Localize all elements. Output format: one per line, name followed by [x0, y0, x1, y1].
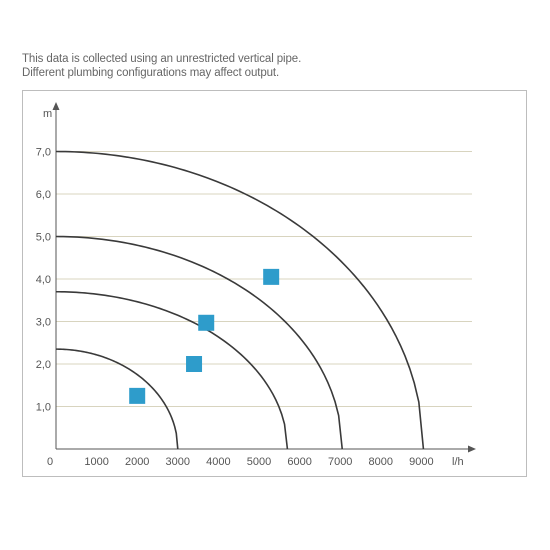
- duty-point-markers: [129, 268, 280, 404]
- x-tick-label-8000: 8000: [369, 456, 393, 468]
- x-tick-label-6000: 6000: [287, 456, 311, 468]
- x-tick-label-3000: 3000: [166, 456, 190, 468]
- grid-lines: [56, 151, 472, 407]
- y-tick-label-5: 5,0: [36, 232, 51, 244]
- y-tick-label-3: 3,0: [36, 317, 51, 329]
- pump-curves: [55, 150, 425, 450]
- chart-note-line-2: Different plumbing configurations may af…: [22, 67, 280, 79]
- duty-point-marker-3: [198, 314, 215, 331]
- y-tick-label-1: 1,0: [36, 402, 51, 414]
- y-tick-label-7: 7,0: [36, 147, 51, 159]
- pump-curve-4: [55, 150, 425, 450]
- pump-curve-3: [55, 235, 344, 450]
- y-axis-label: m: [43, 108, 52, 120]
- y-tick-label-4: 4,0: [36, 274, 51, 286]
- x-tick-label-2000: 2000: [125, 456, 149, 468]
- duty-point-marker-4: [263, 268, 280, 285]
- x-tick-label-1000: 1000: [84, 456, 108, 468]
- x-tick-label-9000: 9000: [409, 456, 433, 468]
- duty-point-marker-1: [129, 387, 146, 404]
- chart-note-line-1: This data is collected using an unrestri…: [22, 53, 302, 65]
- x-tick-label-0: 0: [47, 456, 53, 468]
- tick-labels: 0 1000 2000 3000 4000 5000 6000 7000 8000 9000 1,0…: [36, 147, 434, 469]
- x-tick-label-7000: 7000: [328, 456, 352, 468]
- chart-frame: [22, 90, 527, 477]
- x-axis-label: l/h: [452, 456, 464, 468]
- y-tick-label-6: 6,0: [36, 189, 51, 201]
- y-axis-arrow: [52, 102, 60, 110]
- x-tick-label-4000: 4000: [206, 456, 230, 468]
- x-axis-arrow: [468, 445, 476, 453]
- x-tick-label-5000: 5000: [247, 456, 271, 468]
- y-tick-label-2: 2,0: [36, 359, 51, 371]
- pump-curve-2: [55, 290, 289, 450]
- pump-curve-1: [56, 348, 179, 450]
- duty-point-marker-2: [186, 356, 203, 372]
- axes: [52, 102, 476, 453]
